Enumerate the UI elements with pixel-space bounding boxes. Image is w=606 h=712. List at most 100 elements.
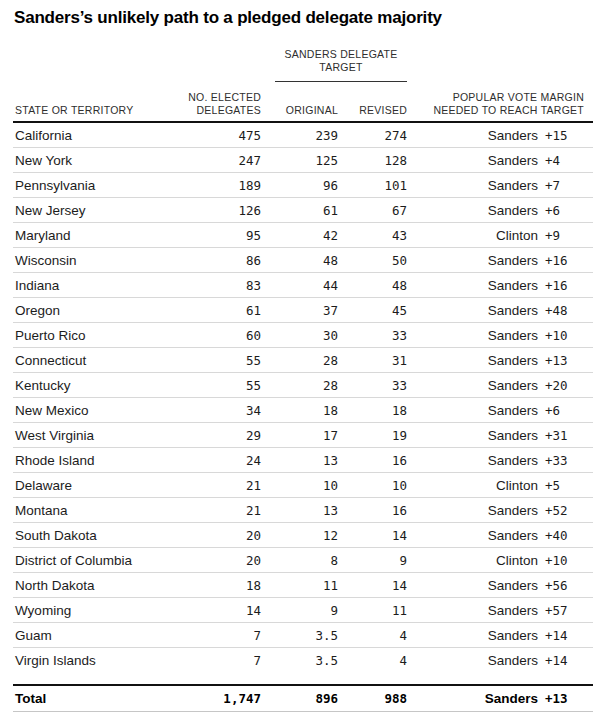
original-target-cell: 96 xyxy=(261,178,338,193)
margin-cell: +52 xyxy=(538,503,593,518)
state-cell: South Dakota xyxy=(13,528,163,543)
state-cell: California xyxy=(13,128,163,143)
total-elected-delegates: 1,747 xyxy=(163,691,261,706)
revised-target-cell: 4 xyxy=(338,628,407,643)
revised-target-cell: 9 xyxy=(338,553,407,568)
total-row: Total 1,747 896 988 Sanders +13 xyxy=(13,684,593,712)
margin-cell: +33 xyxy=(538,453,593,468)
original-target-cell: 3.5 xyxy=(261,628,338,643)
table-row: South Dakota 20 12 14 Sanders +40 xyxy=(13,523,593,548)
table-row: New Jersey 126 61 67 Sanders +6 xyxy=(13,198,593,223)
elected-delegates-cell: 34 xyxy=(163,403,261,418)
elected-delegates-cell: 7 xyxy=(163,628,261,643)
table-row: Indiana 83 44 48 Sanders +16 xyxy=(13,273,593,298)
margin-cell: +15 xyxy=(538,128,593,143)
margin-cell: +14 xyxy=(538,653,593,668)
elected-delegates-cell: 21 xyxy=(163,478,261,493)
original-target-cell: 42 xyxy=(261,228,338,243)
column-header-popular-vote-margin: POPULAR VOTE MARGIN NEEDED TO REACH TARG… xyxy=(407,91,593,117)
table-row: North Dakota 18 11 14 Sanders +56 xyxy=(13,573,593,598)
revised-target-cell: 101 xyxy=(338,178,407,193)
candidate-cell: Sanders xyxy=(407,628,538,643)
original-target-cell: 9 xyxy=(261,603,338,618)
elected-delegates-cell: 83 xyxy=(163,278,261,293)
table-row: District of Columbia 20 8 9 Clinton +10 xyxy=(13,548,593,573)
candidate-cell: Sanders xyxy=(407,128,538,143)
elected-delegates-cell: 61 xyxy=(163,303,261,318)
margin-cell: +20 xyxy=(538,378,593,393)
state-cell: New Jersey xyxy=(13,203,163,218)
state-cell: Virgin Islands xyxy=(13,653,163,668)
candidate-cell: Sanders xyxy=(407,353,538,368)
original-target-cell: 10 xyxy=(261,478,338,493)
revised-target-cell: 18 xyxy=(338,403,407,418)
candidate-cell: Sanders xyxy=(407,178,538,193)
margin-cell: +57 xyxy=(538,603,593,618)
column-header-elected-delegates: NO. ELECTED DELEGATES xyxy=(163,91,261,117)
state-cell: West Virginia xyxy=(13,428,163,443)
state-cell: Wyoming xyxy=(13,603,163,618)
state-cell: Maryland xyxy=(13,228,163,243)
state-cell: District of Columbia xyxy=(13,553,163,568)
total-candidate: Sanders xyxy=(407,691,538,706)
original-target-cell: 44 xyxy=(261,278,338,293)
state-cell: Kentucky xyxy=(13,378,163,393)
column-header-elected-line2: DELEGATES xyxy=(163,104,261,117)
margin-cell: +9 xyxy=(538,228,593,243)
total-revised-target: 988 xyxy=(338,691,407,706)
state-cell: Rhode Island xyxy=(13,453,163,468)
column-header-original: ORIGINAL xyxy=(261,104,338,117)
elected-delegates-cell: 55 xyxy=(163,353,261,368)
column-header-revised: REVISED xyxy=(338,104,407,117)
original-target-cell: 125 xyxy=(261,153,338,168)
candidate-cell: Sanders xyxy=(407,278,538,293)
table-row: Maryland 95 42 43 Clinton +9 xyxy=(13,223,593,248)
revised-target-cell: 43 xyxy=(338,228,407,243)
candidate-cell: Sanders xyxy=(407,503,538,518)
revised-target-cell: 4 xyxy=(338,653,407,668)
candidate-cell: Sanders xyxy=(407,328,538,343)
elected-delegates-cell: 475 xyxy=(163,128,261,143)
revised-target-cell: 14 xyxy=(338,578,407,593)
table-row: Kentucky 55 28 33 Sanders +20 xyxy=(13,373,593,398)
total-original-target: 896 xyxy=(261,691,338,706)
column-labels-row: STATE OR TERRITORY NO. ELECTED DELEGATES… xyxy=(13,82,593,121)
margin-cell: +14 xyxy=(538,628,593,643)
column-header-elected-line1: NO. ELECTED xyxy=(163,91,261,104)
candidate-cell: Sanders xyxy=(407,453,538,468)
elected-delegates-cell: 55 xyxy=(163,378,261,393)
revised-target-cell: 16 xyxy=(338,503,407,518)
margin-cell: +10 xyxy=(538,328,593,343)
state-cell: Pennsylvania xyxy=(13,178,163,193)
original-target-cell: 17 xyxy=(261,428,338,443)
revised-target-cell: 31 xyxy=(338,353,407,368)
state-cell: Connecticut xyxy=(13,353,163,368)
original-target-cell: 13 xyxy=(261,453,338,468)
original-target-cell: 18 xyxy=(261,403,338,418)
table-row: West Virginia 29 17 19 Sanders +31 xyxy=(13,423,593,448)
margin-cell: +6 xyxy=(538,403,593,418)
revised-target-cell: 16 xyxy=(338,453,407,468)
revised-target-cell: 33 xyxy=(338,328,407,343)
revised-target-cell: 11 xyxy=(338,603,407,618)
state-cell: Guam xyxy=(13,628,163,643)
column-group-label-line1: SANDERS DELEGATE xyxy=(275,48,407,61)
candidate-cell: Sanders xyxy=(407,253,538,268)
table-row: Puerto Rico 60 30 33 Sanders +10 xyxy=(13,323,593,348)
column-group-label: SANDERS DELEGATE TARGET xyxy=(275,48,407,82)
margin-cell: +10 xyxy=(538,553,593,568)
state-cell: New York xyxy=(13,153,163,168)
revised-target-cell: 67 xyxy=(338,203,407,218)
elected-delegates-cell: 20 xyxy=(163,553,261,568)
elected-delegates-cell: 95 xyxy=(163,228,261,243)
candidate-cell: Sanders xyxy=(407,578,538,593)
state-cell: Wisconsin xyxy=(13,253,163,268)
state-cell: Delaware xyxy=(13,478,163,493)
column-group-label-line2: TARGET xyxy=(275,61,407,74)
original-target-cell: 28 xyxy=(261,378,338,393)
column-group-row: SANDERS DELEGATE TARGET xyxy=(13,42,593,82)
candidate-cell: Clinton xyxy=(407,553,538,568)
revised-target-cell: 10 xyxy=(338,478,407,493)
state-cell: North Dakota xyxy=(13,578,163,593)
margin-cell: +5 xyxy=(538,478,593,493)
